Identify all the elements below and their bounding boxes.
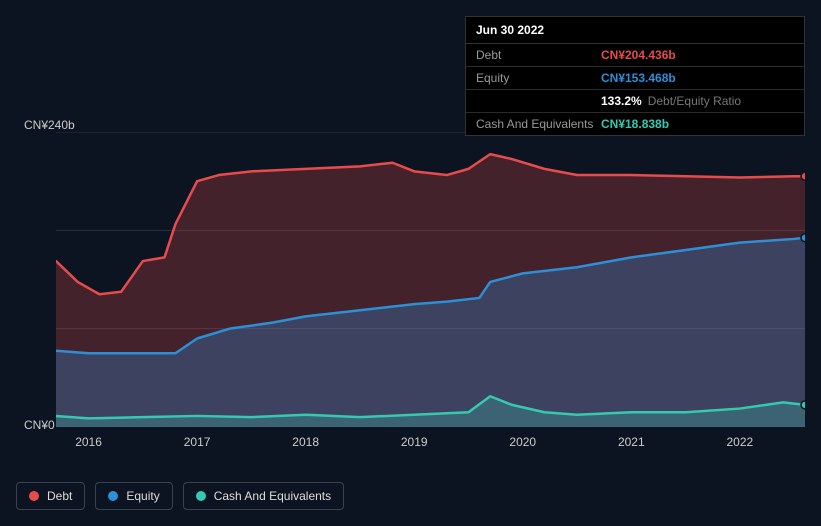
tooltip-label: Equity <box>476 71 601 85</box>
tooltip-row: Cash And EquivalentsCN¥18.838b <box>466 113 804 135</box>
legend-swatch <box>108 491 118 501</box>
x-axis-tick: 2018 <box>292 435 319 449</box>
legend-item[interactable]: Equity <box>95 482 172 510</box>
tooltip-value: CN¥153.468b <box>601 71 676 85</box>
tooltip-value: 133.2% <box>601 94 642 108</box>
chart-container: Jun 30 2022 DebtCN¥204.436bEquityCN¥153.… <box>0 0 821 526</box>
x-axis-tick: 2020 <box>509 435 536 449</box>
x-axis-tick: 2017 <box>184 435 211 449</box>
legend-swatch <box>196 491 206 501</box>
x-axis-tick: 2016 <box>75 435 102 449</box>
tooltip-row: 133.2% Debt/Equity Ratio <box>466 90 804 113</box>
chart-area: CN¥240b CN¥0 201620172018201920202021202… <box>16 120 805 440</box>
tooltip-label: Cash And Equivalents <box>476 117 601 131</box>
chart-tooltip: Jun 30 2022 DebtCN¥204.436bEquityCN¥153.… <box>465 16 805 136</box>
tooltip-row: EquityCN¥153.468b <box>466 67 804 90</box>
tooltip-row: DebtCN¥204.436b <box>466 44 804 67</box>
tooltip-label <box>476 94 601 108</box>
y-axis-max-label: CN¥240b <box>24 118 75 132</box>
legend-label: Cash And Equivalents <box>214 489 331 503</box>
y-axis-min-label: CN¥0 <box>24 418 55 432</box>
tooltip-extra: Debt/Equity Ratio <box>648 94 741 108</box>
legend-label: Equity <box>126 489 159 503</box>
chart-legend: Debt Equity Cash And Equivalents <box>16 482 344 510</box>
tooltip-date: Jun 30 2022 <box>466 17 804 44</box>
chart-plot[interactable] <box>56 132 805 427</box>
x-axis-tick: 2019 <box>401 435 428 449</box>
legend-item[interactable]: Cash And Equivalents <box>183 482 344 510</box>
x-axis: 2016 2017 2018 2019 2020 2021 2022 <box>56 435 805 455</box>
legend-item[interactable]: Debt <box>16 482 85 510</box>
legend-label: Debt <box>47 489 72 503</box>
x-axis-tick: 2022 <box>727 435 754 449</box>
tooltip-label: Debt <box>476 48 601 62</box>
tooltip-value: CN¥18.838b <box>601 117 669 131</box>
x-axis-tick: 2021 <box>618 435 645 449</box>
tooltip-value: CN¥204.436b <box>601 48 676 62</box>
legend-swatch <box>29 491 39 501</box>
